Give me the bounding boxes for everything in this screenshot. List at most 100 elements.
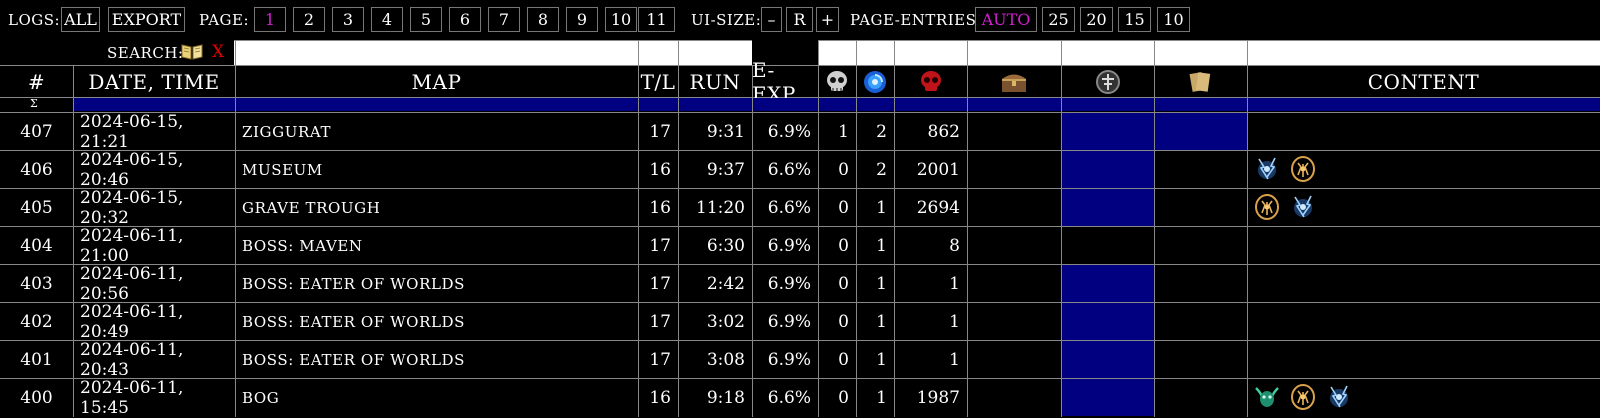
page-button-3[interactable]: 3 [332, 7, 364, 32]
skull-icon[interactable] [818, 66, 856, 97]
row-tier-level: 17 [649, 235, 671, 256]
row-number: 405 [20, 197, 53, 218]
logs-label: LOGS: [8, 11, 61, 29]
row-map: BOG [242, 388, 280, 407]
sum-cell [679, 98, 752, 111]
page-entries-button-15[interactable]: 15 [1118, 7, 1151, 32]
sum-cell [74, 98, 235, 111]
page-button-9[interactable]: 9 [566, 7, 598, 32]
portal-icon[interactable] [856, 66, 894, 97]
search-row-blank-cell [752, 40, 818, 65]
row-tier-level: 17 [649, 311, 671, 332]
lightning-spirit-icon [1325, 383, 1353, 411]
page-button-6[interactable]: 6 [449, 7, 481, 32]
row-number: 406 [20, 159, 53, 180]
page-entries-button-20[interactable]: 20 [1080, 7, 1113, 32]
logs-all-button[interactable]: ALL [61, 7, 100, 32]
ui-size-decrease-button[interactable]: – [761, 7, 782, 32]
page-button-11[interactable]: 11 [638, 7, 675, 32]
row-kills: 2001 [916, 159, 960, 180]
row-number: 401 [20, 349, 53, 370]
chest-icon[interactable] [967, 66, 1061, 97]
column-header-e-exp[interactable]: E-EXP [752, 57, 796, 106]
column-divider [1154, 40, 1155, 417]
row-kills: 2694 [916, 197, 960, 218]
row-run-time: 2:42 [706, 273, 745, 294]
row-run-time: 9:31 [706, 121, 745, 142]
row-kills: 1 [949, 349, 960, 370]
row-e-exp: 6.9% [767, 273, 811, 294]
row-kills: 1 [949, 311, 960, 332]
red-skull-icon[interactable] [894, 66, 967, 97]
ui-size-reset-button[interactable]: R [786, 7, 813, 32]
row-portals: 1 [876, 311, 887, 332]
row-portals: 1 [876, 235, 887, 256]
gold-mask-icon [1289, 383, 1317, 411]
column-header-number[interactable]: # [27, 69, 46, 94]
row-map: BOSS: EATER OF WORLDS [242, 274, 466, 293]
sanctum-highlight [1062, 379, 1154, 416]
toolbar: LOGS: ALL EXPORT PAGE: 1 2 3 4 5 6 7 8 9 10 11 UI-… [0, 0, 1600, 40]
export-button[interactable]: EXPORT [108, 7, 185, 32]
column-header-tier-level[interactable]: T/L [640, 69, 676, 94]
column-header-date[interactable]: DATE, TIME [88, 69, 220, 94]
sanctum-highlight [1062, 265, 1154, 302]
lightning-spirit-icon [1289, 193, 1317, 221]
row-tier-level: 16 [649, 387, 671, 408]
column-header-content[interactable]: CONTENT [1367, 69, 1480, 94]
row-divider [0, 188, 1600, 189]
row-kills: 1 [949, 273, 960, 294]
ui-size-increase-button[interactable]: + [816, 7, 839, 32]
row-tier-level: 16 [649, 159, 671, 180]
page-button-8[interactable]: 8 [527, 7, 559, 32]
page-button-4[interactable]: 4 [371, 7, 403, 32]
row-deaths: 0 [838, 197, 849, 218]
page-entries-button-10[interactable]: 10 [1157, 7, 1190, 32]
sanctum-icon[interactable] [1061, 66, 1154, 97]
page-button-1[interactable]: 1 [254, 7, 286, 32]
row-tier-level: 17 [649, 121, 671, 142]
clear-search-button[interactable]: X [212, 42, 225, 62]
row-divider [234, 40, 1600, 41]
row-divider [0, 302, 1600, 303]
row-deaths: 0 [838, 159, 849, 180]
row-deaths: 0 [838, 235, 849, 256]
green-demon-icon [1253, 383, 1281, 411]
row-map: ZIGGURAT [242, 122, 332, 141]
row-number: 403 [20, 273, 53, 294]
row-tier-level: 16 [649, 197, 671, 218]
column-header-map[interactable]: MAP [411, 69, 462, 94]
row-number: 407 [20, 121, 53, 142]
row-tier-level: 17 [649, 273, 671, 294]
gold-mask-icon [1253, 193, 1281, 221]
column-divider [818, 40, 819, 417]
column-divider [235, 40, 236, 417]
book-icon[interactable] [180, 42, 204, 60]
row-kills: 8 [949, 235, 960, 256]
sum-cell [639, 98, 678, 111]
page-entries-button-auto[interactable]: AUTO [975, 7, 1037, 32]
row-deaths: 0 [838, 387, 849, 408]
column-divider [856, 40, 857, 417]
row-deaths: 1 [838, 121, 849, 142]
row-date: 2024-06-11, 20:56 [80, 263, 184, 304]
column-divider [73, 66, 74, 417]
row-portals: 1 [876, 387, 887, 408]
search-input[interactable] [234, 40, 1600, 65]
sanctum-highlight [1062, 113, 1154, 150]
row-e-exp: 6.9% [767, 121, 811, 142]
page-entries-button-25[interactable]: 25 [1042, 7, 1075, 32]
page-button-2[interactable]: 2 [293, 7, 325, 32]
column-header-run[interactable]: RUN [689, 69, 741, 94]
page-button-7[interactable]: 7 [488, 7, 520, 32]
column-divider [1247, 40, 1248, 417]
sanctum-highlight [1062, 151, 1154, 188]
page-button-10[interactable]: 10 [605, 7, 637, 32]
scroll-icon[interactable] [1154, 66, 1247, 97]
row-run-time: 9:18 [706, 387, 745, 408]
row-divider [0, 226, 1600, 227]
page-button-5[interactable]: 5 [410, 7, 442, 32]
page-label: PAGE: [199, 11, 250, 29]
row-portals: 1 [876, 273, 887, 294]
sum-cell [1062, 98, 1154, 111]
